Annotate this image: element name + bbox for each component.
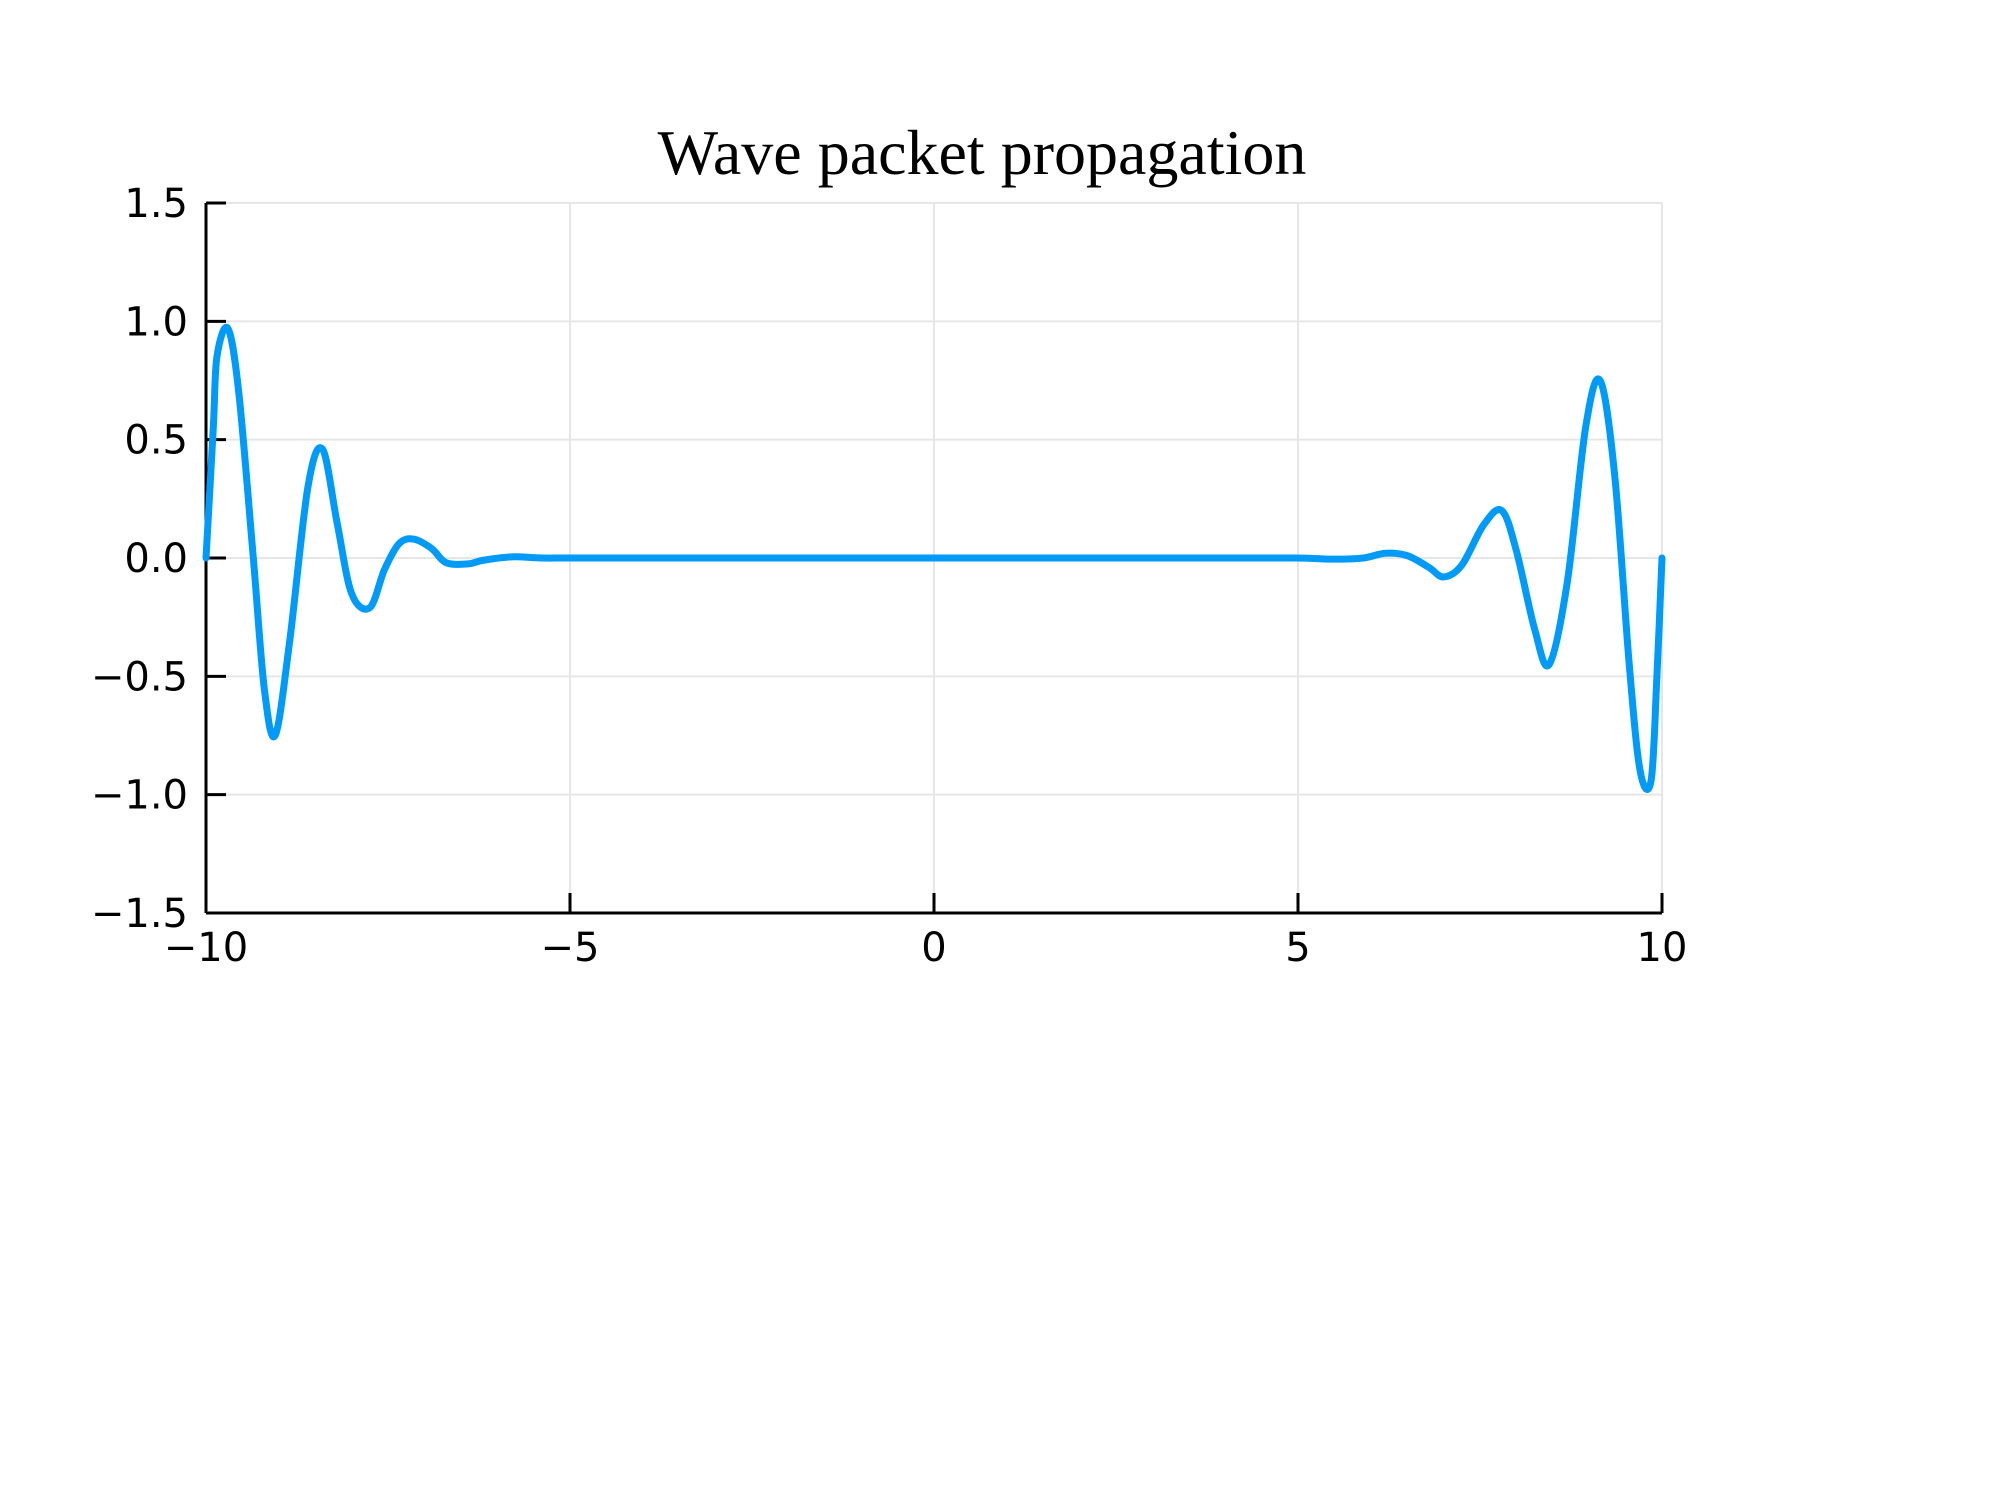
y-tick-label: 1.5	[124, 181, 188, 227]
y-tick-label: −0.5	[91, 654, 188, 700]
y-tick-label: −1.5	[91, 891, 188, 937]
x-tick-label: 0	[921, 925, 946, 971]
x-tick-label: 5	[1285, 925, 1310, 971]
chart-title: Wave packet propagation	[658, 117, 1307, 188]
y-tick-label: 0.5	[124, 418, 188, 464]
plot-area	[202, 323, 1666, 794]
y-tick-label: 0.0	[124, 536, 188, 582]
x-tick-label: −10	[164, 925, 248, 971]
tick-labels: 1.5 1.0 0.5 0.0 −0.5 −1.0 −1.5−10 −5 0 5 10	[91, 181, 1688, 971]
y-tick-label: 1.0	[124, 299, 188, 345]
y-tick-label: −1.0	[91, 773, 188, 819]
wave-series-line	[202, 323, 1666, 794]
x-tick-label: −5	[541, 925, 600, 971]
x-tick-label: 10	[1637, 925, 1688, 971]
